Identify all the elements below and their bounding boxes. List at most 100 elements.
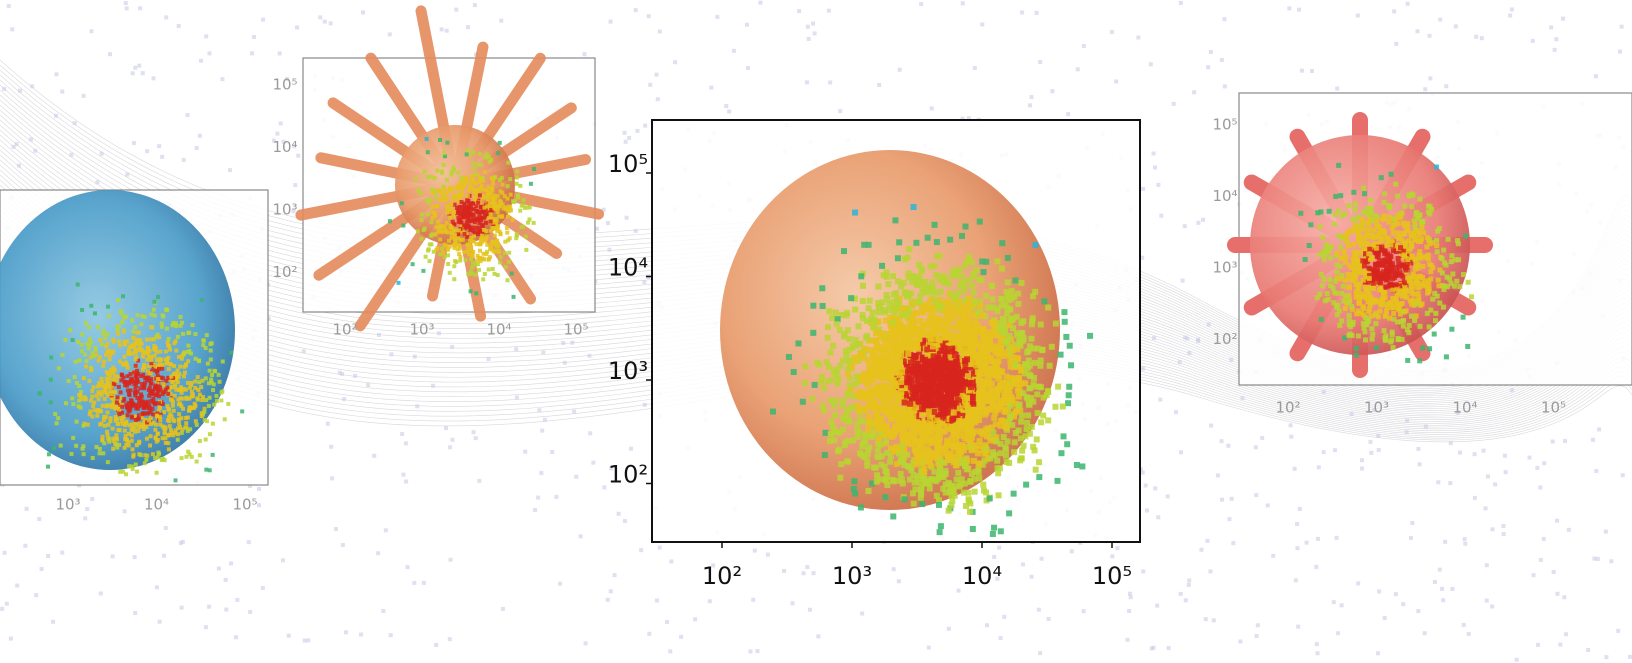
bg-dot [366, 383, 370, 387]
density-cell [920, 309, 926, 315]
density-cell [999, 266, 1005, 272]
density-cell [100, 435, 104, 439]
density-cell [916, 399, 922, 405]
density-cell [150, 389, 154, 393]
bg-dot [1503, 454, 1507, 458]
density-cell [1003, 453, 1009, 459]
density-cell [461, 238, 465, 242]
density-cell [851, 478, 857, 484]
density-cell [1030, 293, 1036, 299]
density-cell [957, 405, 963, 411]
density-cell [184, 388, 188, 392]
density-cell [481, 277, 485, 281]
bg-dot [1340, 603, 1344, 607]
density-cell [431, 210, 435, 214]
density-cell [902, 256, 908, 262]
bg-dot [1310, 69, 1314, 73]
bg-dot [1555, 592, 1559, 596]
density-cell [856, 323, 862, 329]
bg-dot [1450, 587, 1454, 591]
bg-dot [384, 528, 388, 532]
density-cell [927, 312, 933, 318]
density-cell [991, 322, 997, 328]
density-cell [135, 443, 139, 447]
density-cell [906, 246, 912, 252]
bg-dot [1082, 609, 1086, 613]
density-cell [113, 407, 117, 411]
bg-dot [627, 136, 631, 140]
bg-dot [1554, 37, 1558, 41]
density-cell [181, 332, 185, 336]
density-cell [197, 359, 201, 363]
density-cell [493, 197, 497, 201]
density-cell [956, 418, 962, 424]
bg-dot [1293, 467, 1297, 471]
bg-dot [1474, 35, 1478, 39]
density-cell [122, 363, 126, 367]
bg-dot [1241, 396, 1245, 400]
density-cell [866, 242, 872, 248]
bg-dot [207, 605, 211, 609]
bg-dot [656, 97, 660, 101]
density-cell [84, 321, 88, 325]
density-cell [202, 410, 206, 414]
density-cell [140, 382, 144, 386]
density-cell [498, 230, 502, 234]
bg-dot [1153, 165, 1157, 169]
density-cell [160, 321, 164, 325]
density-cell [875, 447, 881, 453]
density-cell [507, 251, 511, 255]
bg-dot [1335, 536, 1339, 540]
density-cell [912, 486, 918, 492]
bg-dot [224, 578, 228, 582]
density-cell [496, 249, 500, 253]
density-cell [425, 137, 429, 141]
density-cell [195, 459, 199, 463]
bg-dot [220, 77, 224, 81]
bg-dot [561, 341, 565, 345]
density-cell [444, 192, 448, 196]
density-cell [975, 450, 981, 456]
bg-dot [658, 29, 662, 33]
density-cell [506, 215, 510, 219]
density-cell [470, 219, 474, 223]
density-cell [895, 278, 901, 284]
density-cell [64, 401, 68, 405]
density-cell [500, 214, 504, 218]
density-cell [204, 376, 208, 380]
bg-dot [1433, 580, 1437, 584]
density-cell [441, 185, 445, 189]
density-cell [969, 430, 975, 436]
density-cell [126, 401, 130, 405]
density-cell [824, 359, 830, 365]
bg-dot [1440, 587, 1444, 591]
density-cell [478, 152, 482, 156]
bg-dot [1416, 609, 1420, 613]
bg-dot [558, 582, 562, 586]
density-cell [983, 259, 989, 265]
bg-dot [639, 548, 643, 552]
density-cell [475, 259, 479, 263]
density-cell [116, 328, 120, 332]
density-cell [71, 338, 75, 342]
density-cell [982, 396, 988, 402]
bg-dot [1028, 103, 1032, 107]
bg-dot [574, 475, 578, 479]
bg-dot [1392, 9, 1396, 13]
density-cell [95, 394, 99, 398]
density-cell [1045, 417, 1051, 423]
bg-dot [111, 554, 115, 558]
density-cell [207, 381, 211, 385]
density-cell [142, 403, 146, 407]
bg-dot [1444, 84, 1448, 88]
density-cell [456, 171, 460, 175]
bg-dot [751, 598, 755, 602]
bg-dot [1209, 424, 1213, 428]
density-cell [453, 237, 457, 241]
density-cell [80, 343, 84, 347]
density-cell [122, 329, 126, 333]
bg-dot [474, 436, 478, 440]
density-cell [196, 375, 200, 379]
density-cell [106, 460, 110, 464]
density-cell [913, 462, 919, 468]
